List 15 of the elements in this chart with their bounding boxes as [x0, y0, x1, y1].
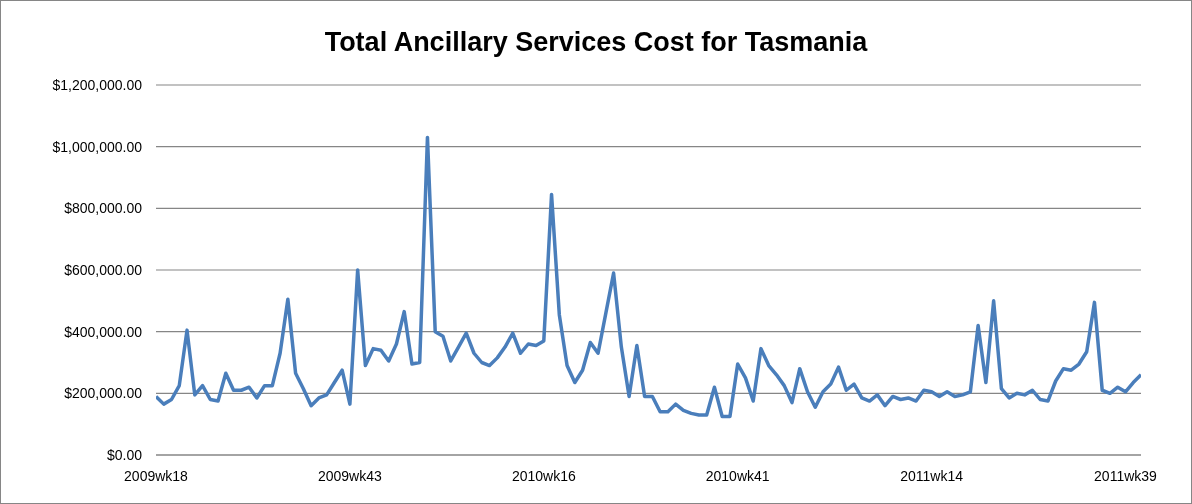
y-tick-label: $1,000,000.00	[52, 138, 143, 155]
x-tick-label: 2010wk41	[705, 467, 770, 484]
chart-title: Total Ancillary Services Cost for Tasmania	[323, 27, 869, 58]
x-tick-label: 2011wk14	[900, 467, 964, 484]
line-series	[156, 135, 1141, 419]
y-tick-label: $1,200,000.00	[52, 76, 143, 93]
x-tick-label: 2010wk16	[511, 467, 576, 484]
x-tick-label: 2011wk39	[1094, 467, 1158, 484]
y-tick-label: $400,000.00	[64, 323, 143, 340]
y-tick-label: $800,000.00	[64, 200, 143, 217]
y-tick-label: $200,000.00	[64, 385, 143, 402]
x-tick-label: 2009wk43	[317, 467, 383, 484]
x-tick-label: 2009wk18	[124, 467, 189, 484]
y-tick-label: $0.00	[106, 446, 143, 463]
y-tick-label: $600,000.00	[64, 261, 143, 278]
